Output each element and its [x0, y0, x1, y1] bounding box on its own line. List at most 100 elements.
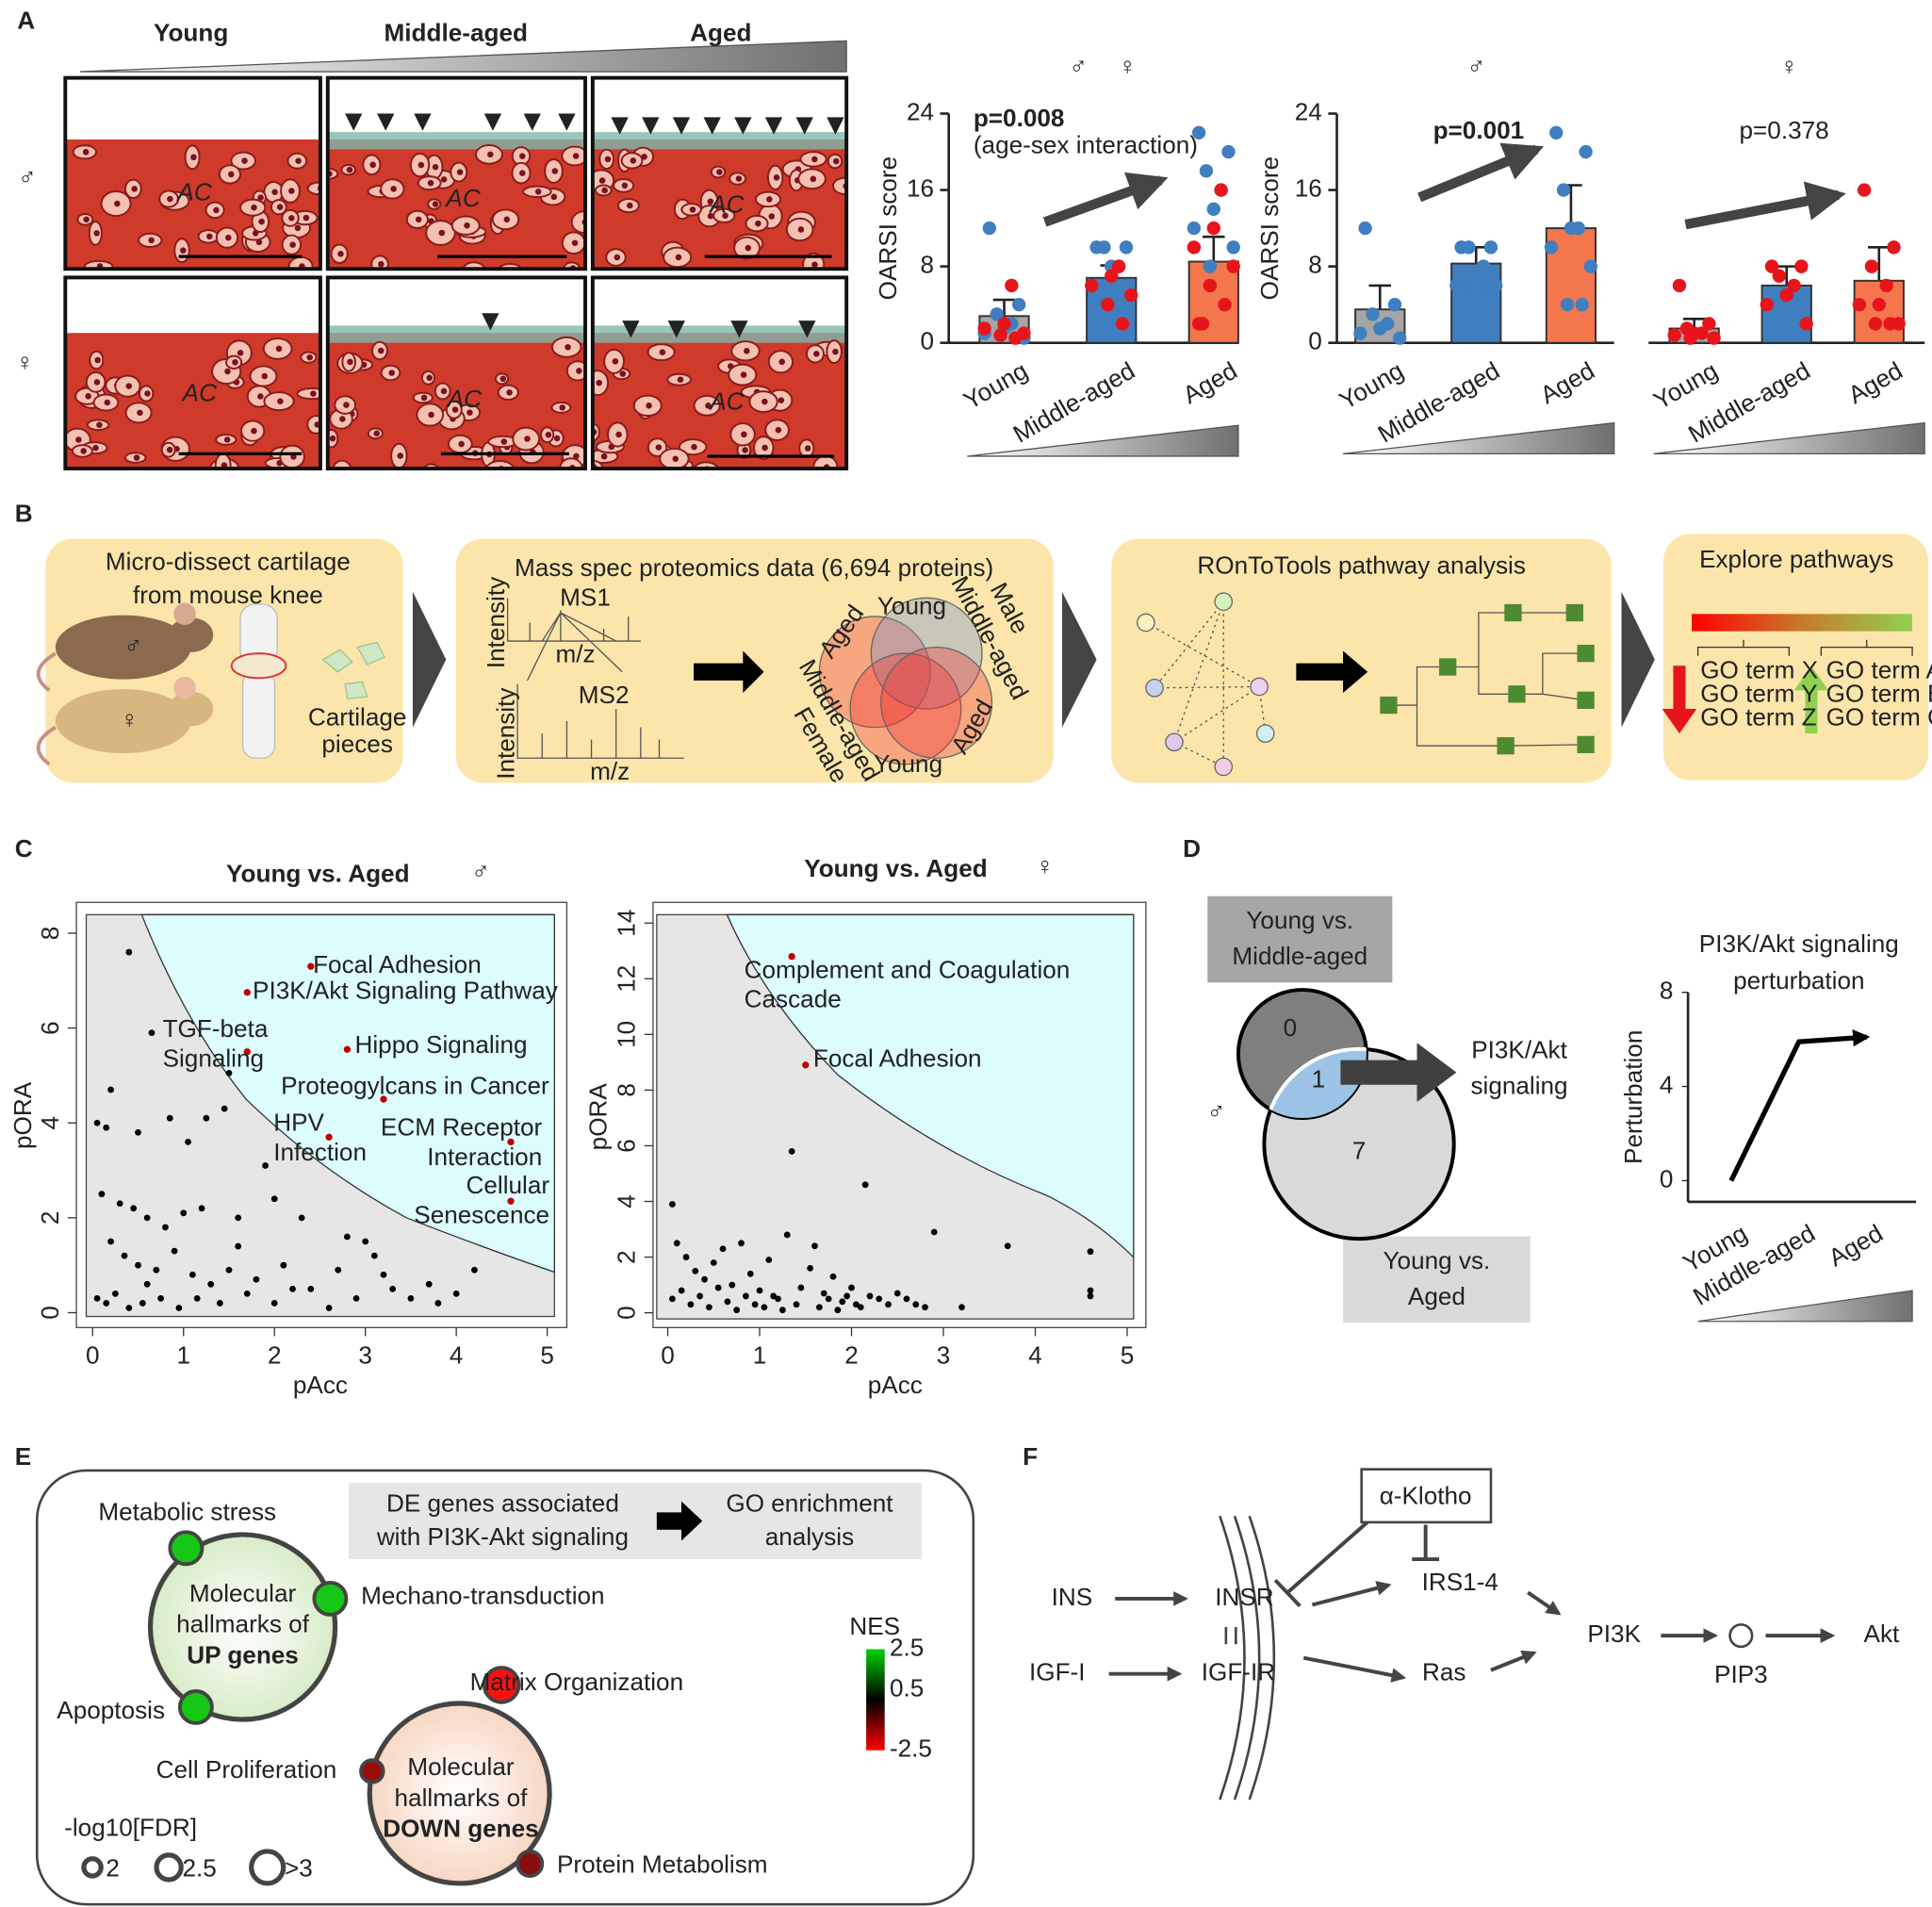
- nucleus: [766, 196, 773, 203]
- nucleus: [420, 394, 428, 402]
- data-point: [270, 1300, 278, 1307]
- down-arrow: [1662, 666, 1697, 734]
- data-point: [738, 1240, 745, 1247]
- data-point: [162, 1224, 169, 1231]
- data-point: [857, 1304, 864, 1311]
- cell: [676, 486, 699, 507]
- nucleus: [834, 492, 841, 499]
- y-tick-label: 10: [613, 1021, 641, 1048]
- data-point: [107, 1238, 114, 1245]
- data-point: [148, 1029, 156, 1037]
- data-point: [1583, 259, 1598, 273]
- step-title: Explore pathways: [1699, 545, 1893, 573]
- data-point: [389, 1285, 397, 1292]
- cell: [55, 472, 83, 494]
- data-point: [111, 1290, 119, 1297]
- panel-letter: D: [1183, 834, 1201, 863]
- nucleus: [93, 379, 101, 386]
- nucleus: [190, 154, 197, 161]
- nucleus: [94, 356, 101, 364]
- pathway-node: PIP3: [1714, 1660, 1768, 1688]
- arrowhead: [345, 113, 363, 131]
- nucleus: [745, 244, 752, 252]
- nucleus: [343, 402, 350, 408]
- point-label: TGF-beta: [163, 1014, 269, 1043]
- data-point: [1226, 240, 1240, 255]
- data-point: [692, 1267, 699, 1274]
- sex-symbol: ♀: [15, 348, 34, 376]
- nucleus: [427, 179, 434, 187]
- nucleus: [181, 481, 188, 487]
- nucleus: [573, 452, 580, 460]
- data-point: [216, 1300, 223, 1307]
- data-point: [1787, 278, 1801, 293]
- data-point: [175, 1305, 183, 1311]
- comparison-label: Middle-aged: [1232, 942, 1367, 970]
- y-axis-label: OARSI score: [1255, 156, 1284, 300]
- surface-layer: [592, 132, 847, 150]
- nucleus: [601, 187, 608, 194]
- data-point: [687, 1301, 695, 1308]
- data-point: [1772, 269, 1787, 283]
- data-point: [811, 1242, 818, 1250]
- data-point: [380, 1095, 387, 1103]
- nucleus: [621, 182, 629, 189]
- nucleus: [499, 375, 507, 383]
- sex-symbol: ♂: [123, 632, 142, 660]
- data-point: [903, 1295, 910, 1303]
- tissue-label: AC: [708, 189, 744, 218]
- nucleus: [213, 206, 220, 214]
- point-label: HPV: [273, 1108, 324, 1136]
- nucleus: [705, 403, 712, 409]
- nucleus: [630, 157, 637, 164]
- data-point: [876, 1295, 883, 1303]
- data-point: [1560, 297, 1575, 312]
- nucleus: [768, 213, 776, 220]
- cell: [193, 475, 213, 488]
- data-point: [1544, 240, 1559, 255]
- ms-label: Intensity: [492, 687, 520, 780]
- up-hallmark-circle: [147, 1532, 338, 1722]
- hallmark-label: Metabolic stress: [98, 1498, 276, 1526]
- venn-overlap: [1262, 1046, 1367, 1119]
- size-legend: [249, 1849, 287, 1886]
- nucleus: [456, 169, 464, 175]
- hallmark-title: DOWN genes: [383, 1815, 538, 1843]
- arrowhead: [798, 321, 816, 338]
- nucleus: [254, 499, 260, 505]
- data-point: [362, 1238, 369, 1245]
- age-wedge: [1697, 1290, 1913, 1323]
- cell: [824, 486, 849, 504]
- nucleus: [85, 393, 91, 400]
- nucleus: [553, 435, 561, 442]
- bracket: [1696, 639, 1913, 656]
- data-point: [1226, 259, 1240, 273]
- nucleus: [288, 188, 295, 194]
- data-point: [153, 1266, 160, 1274]
- pathway-node: PI3K: [1587, 1619, 1641, 1648]
- data-point: [893, 1290, 901, 1297]
- nucleus: [337, 251, 344, 257]
- tissue-label: AC: [181, 379, 217, 407]
- nucleus: [432, 201, 439, 207]
- nucleus: [615, 431, 622, 438]
- data-point: [729, 1281, 736, 1289]
- hallmark-title: hallmarks of: [176, 1610, 310, 1638]
- cell: [639, 498, 653, 511]
- data-point: [1779, 288, 1793, 303]
- cell: [244, 492, 267, 511]
- hallmark-label: Protein Metabolism: [557, 1850, 768, 1879]
- ms-label: MS2: [579, 681, 630, 709]
- nucleus: [258, 218, 265, 225]
- data-point: [298, 1214, 305, 1222]
- y-tick-label: 2: [36, 1211, 64, 1225]
- age-header: Middle-aged: [385, 19, 528, 47]
- data-point: [434, 1300, 442, 1307]
- nucleus: [506, 389, 513, 396]
- nucleus: [833, 157, 840, 165]
- nucleus: [778, 478, 785, 485]
- step-title: Micro-dissect cartilage: [106, 548, 351, 576]
- point-label: Complement and Coagulation: [745, 955, 1071, 983]
- arrowhead: [611, 117, 629, 135]
- y-tick-label: 0: [1308, 327, 1322, 355]
